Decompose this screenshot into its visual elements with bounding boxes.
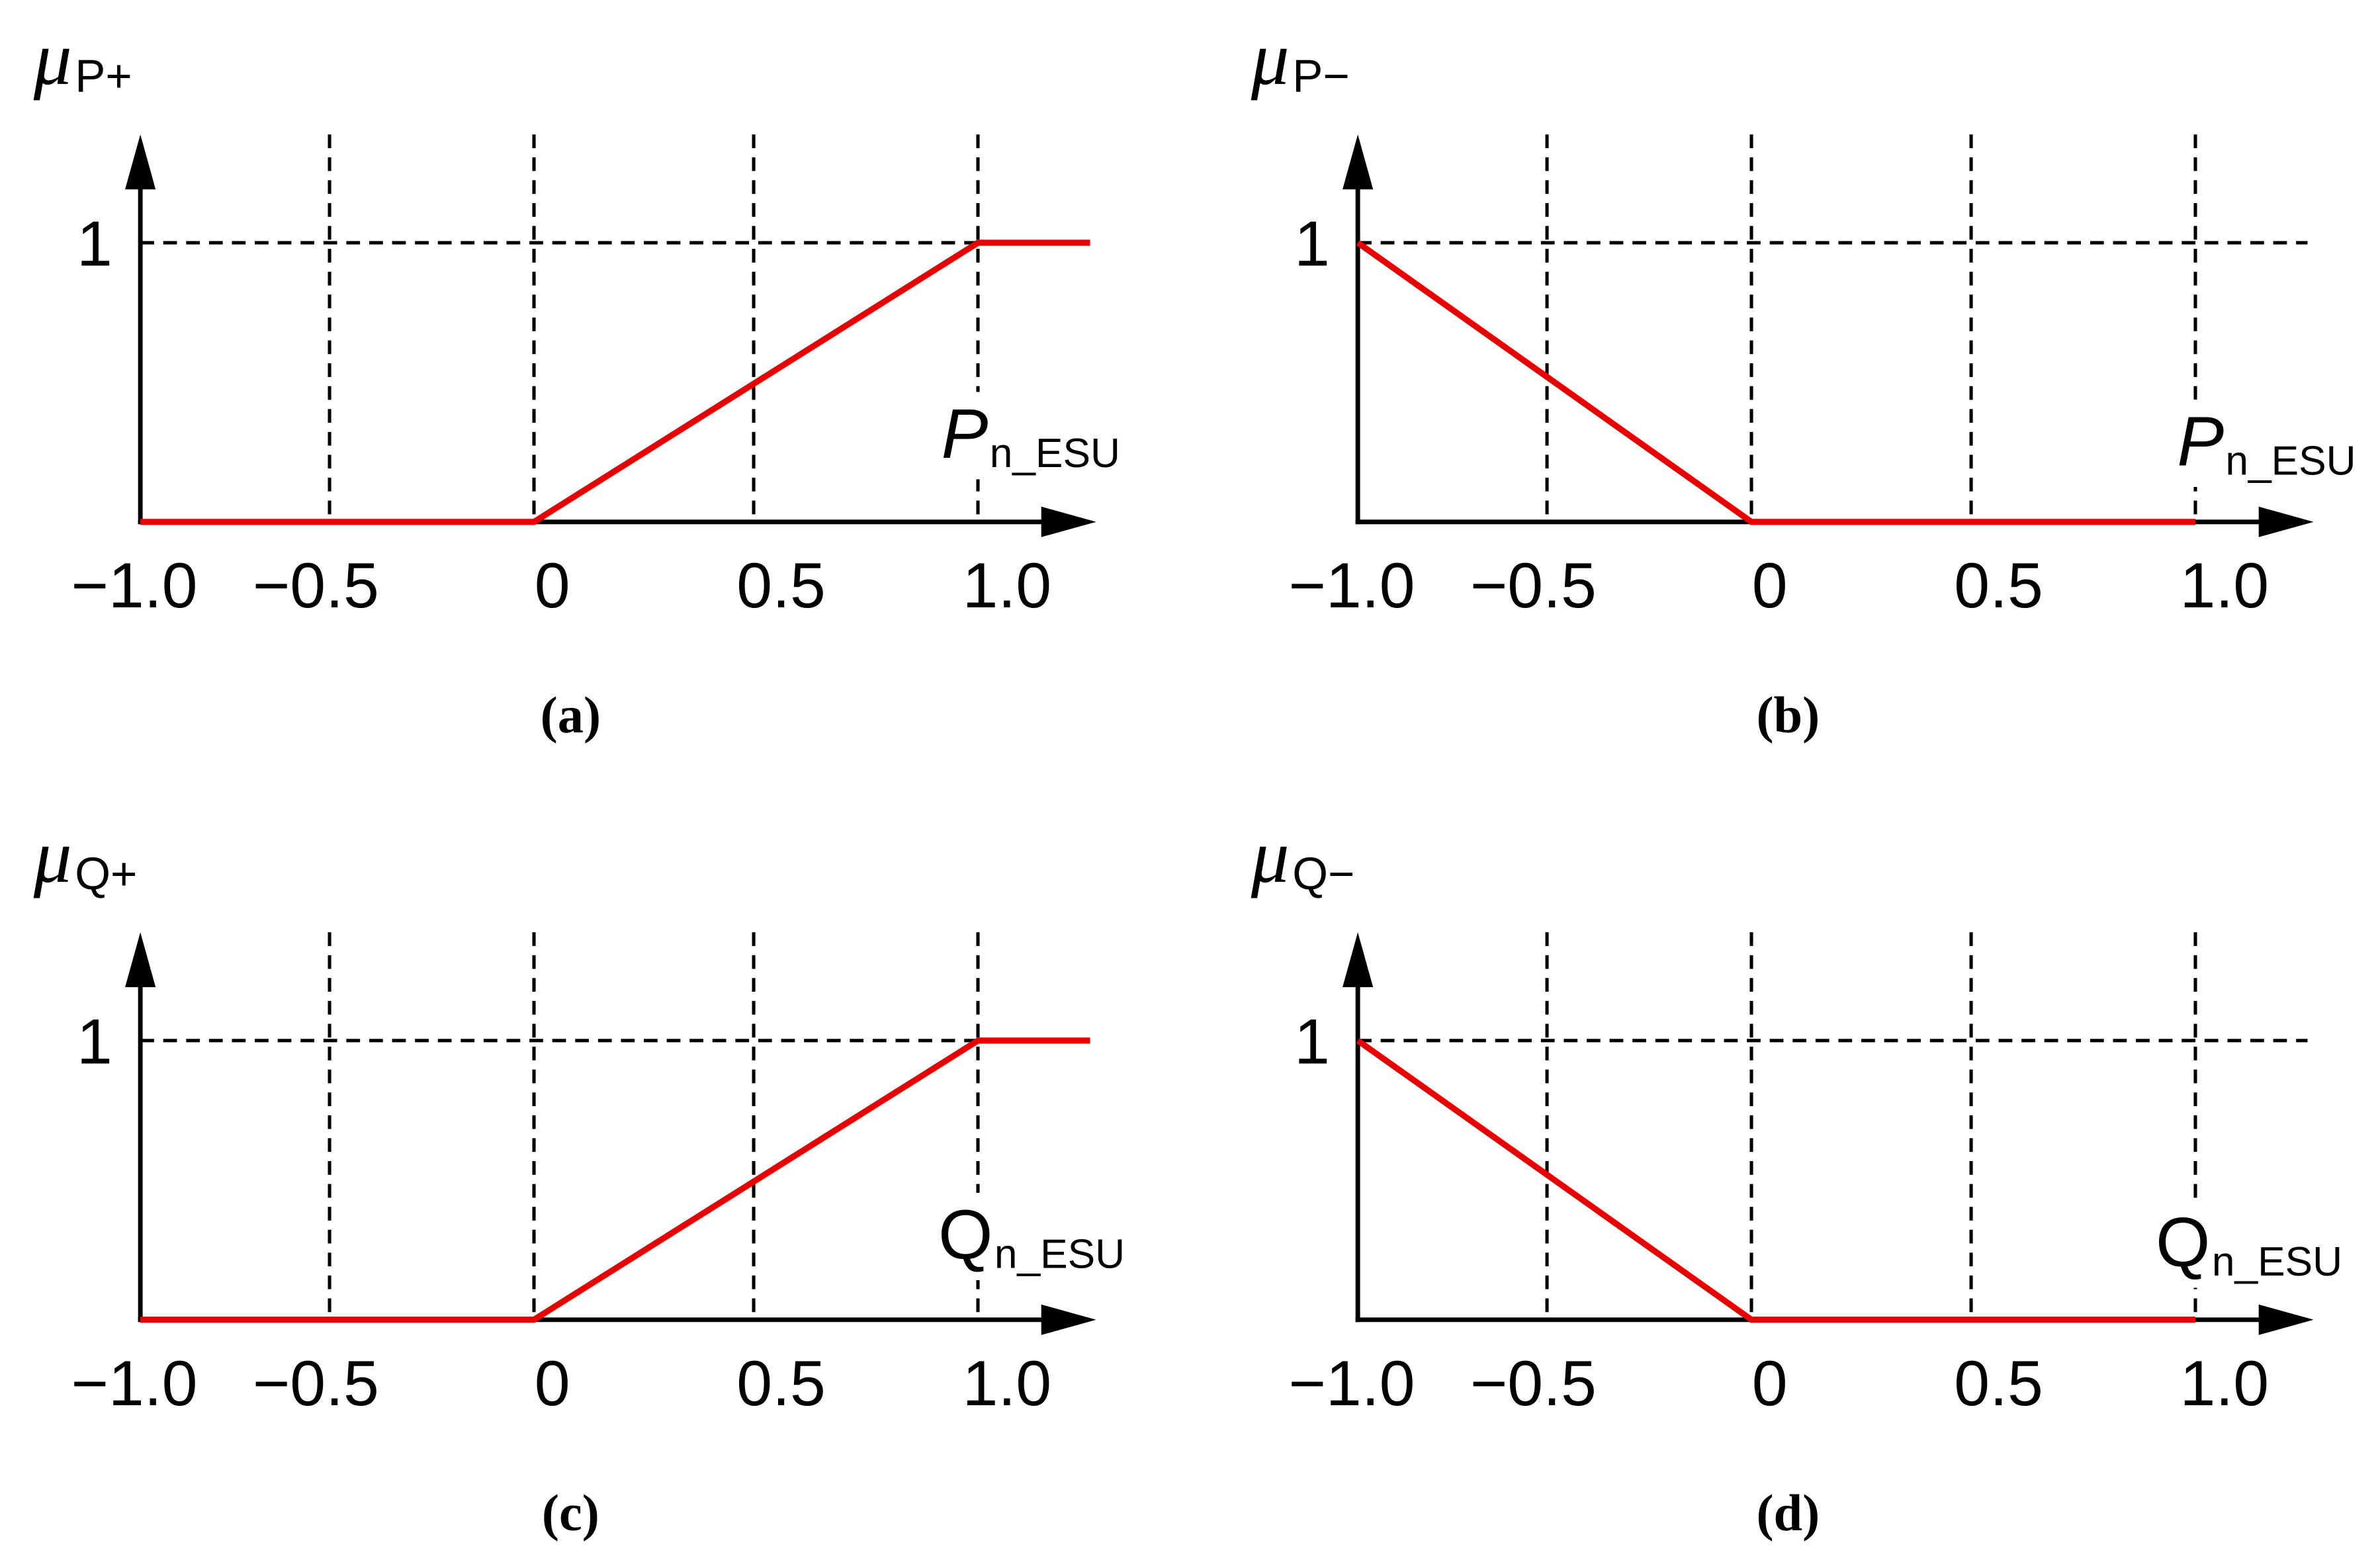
y-axis-label-subscript: Q− <box>1292 848 1354 900</box>
x-axis-arrowhead <box>2258 506 2314 537</box>
x-axis-label: Qn_ESU <box>2156 1203 2342 1285</box>
x-axis-label-group: Qn_ESU <box>2149 1200 2349 1288</box>
x-axis-label-symbol: Q <box>2156 1203 2210 1282</box>
x-tick-label: 0.5 <box>1954 549 2043 621</box>
y-tick-label: 1 <box>1294 1005 1330 1077</box>
y-axis-arrowhead <box>125 932 156 988</box>
x-axis-label-symbol: P <box>2177 403 2224 481</box>
x-axis-label-group: Qn_ESU <box>932 1192 1131 1280</box>
y-tick-label: 1 <box>1294 207 1330 279</box>
y-axis-label: μ P+ <box>33 16 132 102</box>
x-axis-label: Qn_ESU <box>938 1196 1125 1278</box>
membership-function-line <box>140 1037 1090 1323</box>
y-axis-label-symbol: μ <box>1251 16 1290 101</box>
x-tick-label: 1.0 <box>2180 1347 2270 1419</box>
y-axis-label-subscript: Q+ <box>75 848 137 900</box>
x-axis-arrowhead <box>1041 506 1096 537</box>
membership-function-line <box>1356 240 2196 525</box>
x-axis-label-subscript: n_ESU <box>2225 438 2356 484</box>
x-tick-label: −0.5 <box>1470 1347 1597 1419</box>
panel-caption: (d) <box>1756 1484 1820 1542</box>
y-axis-label-symbol: μ <box>1251 814 1290 898</box>
chart-panel: −1.0 −0.5 0 0.5 1.0 1 μ Q+ Qn_ESU (c) <box>33 814 1131 1542</box>
x-axis-label-background <box>2149 1200 2349 1288</box>
x-axis-label-symbol: P <box>942 395 989 473</box>
x-axis-label-background <box>2171 399 2362 487</box>
x-axis-label-symbol: Q <box>938 1196 992 1274</box>
x-axis-label-group: Pn_ESU <box>935 392 1127 480</box>
y-axis-label-symbol: μ <box>33 16 72 101</box>
x-axis-label-subscript: n_ESU <box>2212 1239 2342 1285</box>
y-axis-label: μ Q+ <box>33 814 138 900</box>
x-tick-label: 0.5 <box>736 1347 826 1419</box>
x-tick-label: 0.5 <box>1954 1347 2043 1419</box>
membership-function-line <box>1356 1038 2196 1323</box>
x-axis-arrowhead <box>1041 1304 1096 1335</box>
y-axis-arrowhead <box>1343 134 1374 190</box>
panel-caption: (a) <box>541 686 601 744</box>
y-tick-label: 1 <box>77 1005 112 1077</box>
chart-panel: −1.0 −0.5 0 0.5 1.0 1 μ P+ Pn_ESU (a) <box>33 16 1127 744</box>
panel-caption: (c) <box>542 1484 599 1542</box>
x-tick-label: 1.0 <box>2180 549 2270 621</box>
x-tick-label: 0 <box>1752 1347 1788 1419</box>
membership-function-line <box>140 239 1090 525</box>
x-tick-label: −1.0 <box>1288 549 1415 621</box>
y-axis-label: μ Q− <box>1251 814 1355 900</box>
panel-caption: (b) <box>1756 686 1820 744</box>
x-tick-label: −0.5 <box>253 549 379 621</box>
chart-panel: −1.0 −0.5 0 0.5 1.0 1 μ P− Pn_ESU (b) <box>1251 16 2362 744</box>
x-tick-label: −1.0 <box>71 549 197 621</box>
y-axis-label: μ P− <box>1251 16 1350 102</box>
y-axis-arrowhead <box>125 134 156 190</box>
y-axis-label-subscript: P− <box>1292 50 1350 102</box>
x-axis-label-group: Pn_ESU <box>2171 399 2362 487</box>
x-tick-label: 0 <box>535 549 570 621</box>
x-tick-label: 1.0 <box>963 549 1052 621</box>
x-tick-label: 0 <box>535 1347 570 1419</box>
x-tick-label: 1.0 <box>963 1347 1052 1419</box>
x-axis-arrowhead <box>2258 1304 2314 1335</box>
x-tick-label: −1.0 <box>1288 1347 1415 1419</box>
x-tick-label: 0 <box>1752 549 1788 621</box>
x-axis-label: Pn_ESU <box>2177 403 2356 484</box>
x-axis-label-subscript: n_ESU <box>990 431 1120 476</box>
x-tick-label: 0.5 <box>736 549 826 621</box>
x-axis-label-background <box>932 1192 1131 1280</box>
x-tick-label: −0.5 <box>1470 549 1597 621</box>
y-axis-arrowhead <box>1343 932 1374 988</box>
y-axis-label-symbol: μ <box>33 814 72 898</box>
y-tick-label: 1 <box>77 207 112 279</box>
x-axis-label-background <box>935 392 1127 480</box>
x-axis-label: Pn_ESU <box>942 395 1120 476</box>
chart-panel: −1.0 −0.5 0 0.5 1.0 1 μ Q− Qn_ESU (d) <box>1251 814 2349 1542</box>
x-tick-label: −0.5 <box>253 1347 379 1419</box>
y-axis-label-subscript: P+ <box>75 50 132 102</box>
x-axis-label-subscript: n_ESU <box>994 1231 1125 1277</box>
x-tick-label: −1.0 <box>71 1347 197 1419</box>
